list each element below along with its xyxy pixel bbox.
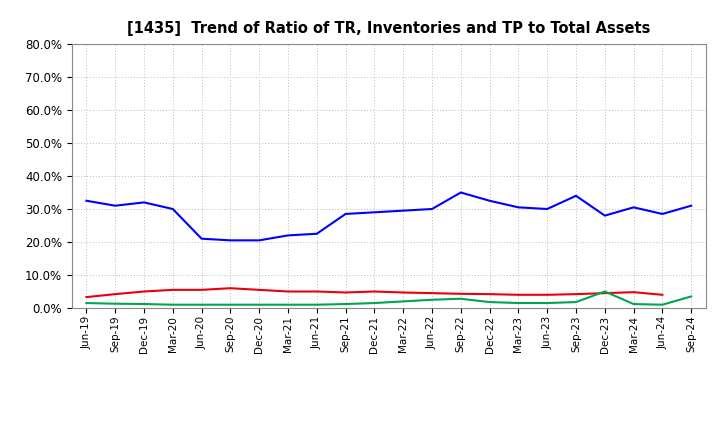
Trade Payables <box>111 301 120 306</box>
Inventories <box>197 236 206 241</box>
Inventories <box>168 206 177 212</box>
Trade Receivables <box>255 287 264 293</box>
Trade Receivables <box>543 292 552 297</box>
Line: Trade Payables: Trade Payables <box>86 292 691 304</box>
Trade Receivables <box>572 291 580 297</box>
Inventories <box>456 190 465 195</box>
Trade Receivables <box>140 289 148 294</box>
Trade Payables <box>197 302 206 307</box>
Inventories <box>543 206 552 212</box>
Trade Receivables <box>197 287 206 293</box>
Trade Receivables <box>428 290 436 296</box>
Trade Payables <box>255 302 264 307</box>
Inventories <box>600 213 609 218</box>
Inventories <box>572 193 580 198</box>
Trade Receivables <box>312 289 321 294</box>
Trade Payables <box>370 301 379 306</box>
Trade Payables <box>82 301 91 306</box>
Trade Receivables <box>456 291 465 297</box>
Inventories <box>312 231 321 236</box>
Line: Inventories: Inventories <box>86 193 691 240</box>
Trade Receivables <box>514 292 523 297</box>
Trade Payables <box>456 296 465 301</box>
Inventories <box>255 238 264 243</box>
Inventories <box>514 205 523 210</box>
Trade Receivables <box>284 289 292 294</box>
Trade Receivables <box>168 287 177 293</box>
Inventories <box>658 211 667 216</box>
Inventories <box>687 203 696 209</box>
Trade Payables <box>168 302 177 307</box>
Inventories <box>82 198 91 203</box>
Trade Receivables <box>226 286 235 291</box>
Inventories <box>629 205 638 210</box>
Inventories <box>341 211 350 216</box>
Inventories <box>428 206 436 212</box>
Trade Payables <box>629 301 638 307</box>
Trade Receivables <box>399 290 408 295</box>
Trade Payables <box>543 301 552 306</box>
Trade Receivables <box>370 289 379 294</box>
Trade Payables <box>140 301 148 307</box>
Inventories <box>370 210 379 215</box>
Inventories <box>111 203 120 209</box>
Inventories <box>226 238 235 243</box>
Inventories <box>140 200 148 205</box>
Trade Payables <box>226 302 235 307</box>
Trade Payables <box>658 302 667 307</box>
Trade Receivables <box>629 290 638 295</box>
Inventories <box>284 233 292 238</box>
Trade Payables <box>600 289 609 294</box>
Trade Receivables <box>658 292 667 297</box>
Trade Payables <box>485 299 494 304</box>
Trade Payables <box>312 302 321 307</box>
Trade Payables <box>428 297 436 302</box>
Trade Receivables <box>485 291 494 297</box>
Trade Receivables <box>111 291 120 297</box>
Trade Receivables <box>341 290 350 295</box>
Trade Payables <box>399 299 408 304</box>
Trade Payables <box>514 301 523 306</box>
Trade Payables <box>284 302 292 307</box>
Title: [1435]  Trend of Ratio of TR, Inventories and TP to Total Assets: [1435] Trend of Ratio of TR, Inventories… <box>127 21 650 36</box>
Inventories <box>485 198 494 203</box>
Trade Payables <box>341 301 350 307</box>
Trade Receivables <box>82 294 91 300</box>
Trade Payables <box>687 294 696 299</box>
Inventories <box>399 208 408 213</box>
Trade Receivables <box>600 290 609 296</box>
Line: Trade Receivables: Trade Receivables <box>86 288 662 297</box>
Trade Payables <box>572 299 580 304</box>
